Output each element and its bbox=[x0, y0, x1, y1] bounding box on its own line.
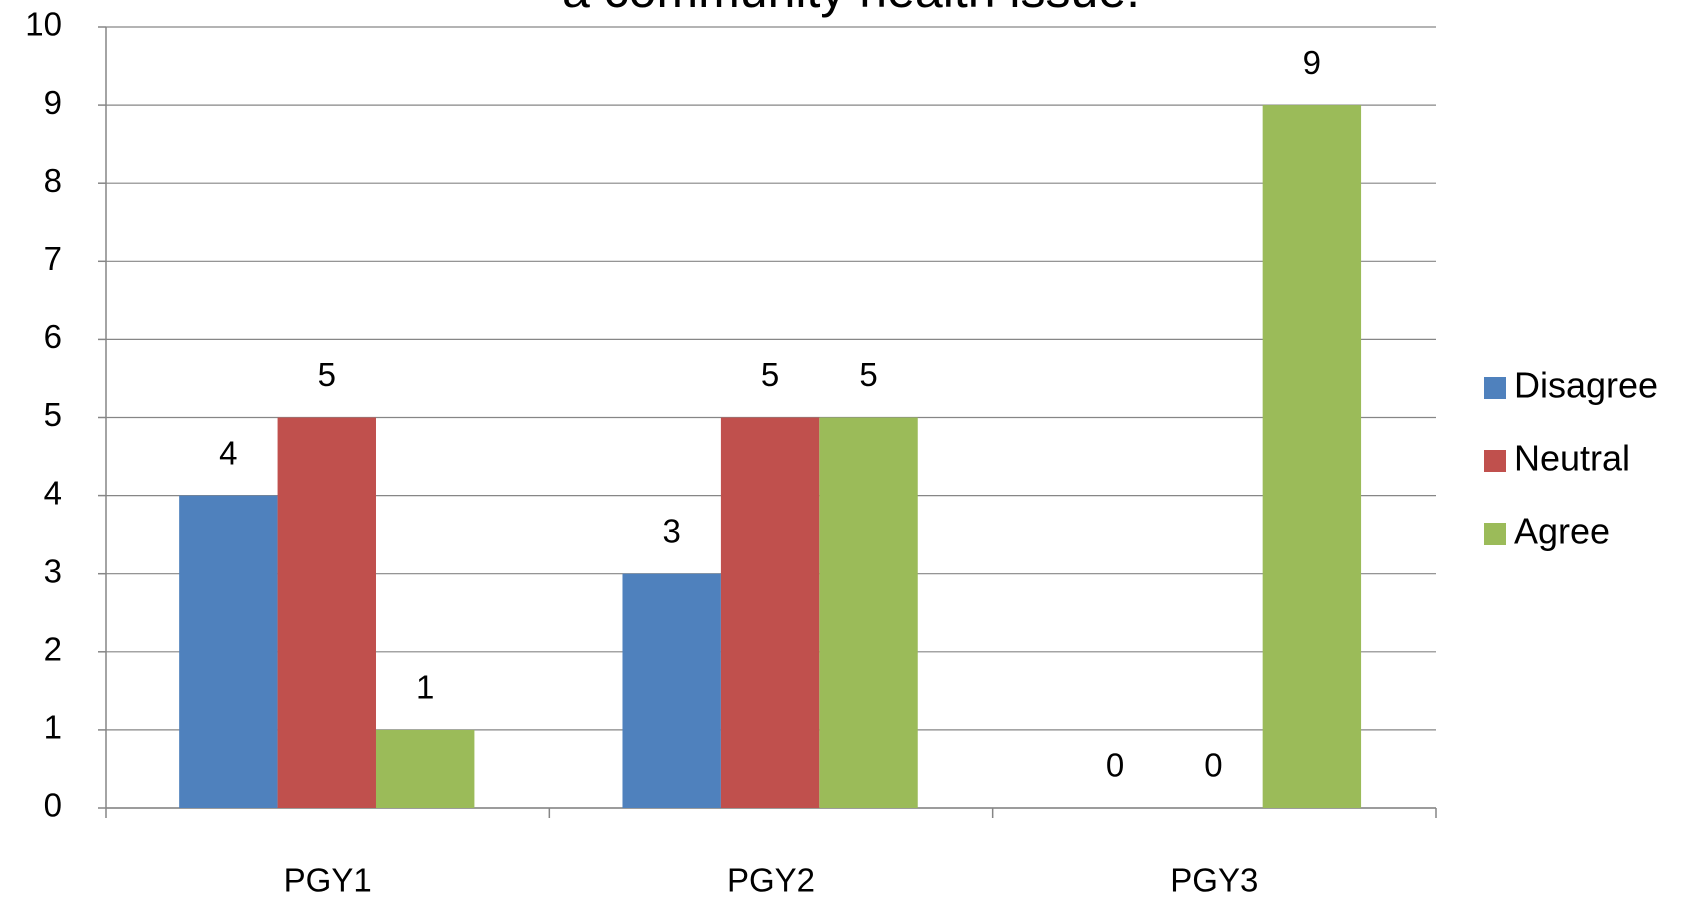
legend-label: Agree bbox=[1514, 511, 1610, 552]
bar bbox=[277, 417, 376, 808]
y-tick-label: 1 bbox=[44, 709, 62, 746]
data-label: 5 bbox=[761, 356, 779, 393]
x-tick-label: PGY2 bbox=[727, 862, 815, 897]
y-tick-label: 6 bbox=[44, 318, 62, 355]
data-label: 4 bbox=[219, 434, 237, 471]
bar bbox=[622, 573, 721, 808]
y-tick-label: 9 bbox=[44, 84, 62, 121]
bar bbox=[819, 417, 918, 808]
bar bbox=[179, 495, 278, 808]
y-tick-label: 5 bbox=[44, 396, 62, 433]
y-tick-label: 0 bbox=[44, 787, 62, 824]
legend-label: Disagree bbox=[1514, 365, 1658, 406]
y-tick-label: 3 bbox=[44, 552, 62, 589]
y-tick-label: 8 bbox=[44, 162, 62, 199]
bar bbox=[375, 729, 475, 808]
data-label: 0 bbox=[1106, 747, 1124, 784]
data-label: 1 bbox=[416, 669, 434, 706]
legend-swatch bbox=[1484, 523, 1506, 545]
chart-title: a community health issue. bbox=[562, 0, 1140, 18]
bar bbox=[720, 417, 820, 808]
bar bbox=[1262, 105, 1362, 809]
data-label: 0 bbox=[1204, 747, 1222, 784]
data-label: 5 bbox=[859, 356, 877, 393]
legend-swatch bbox=[1484, 377, 1506, 399]
y-tick-label: 2 bbox=[44, 631, 62, 668]
data-label: 3 bbox=[663, 512, 681, 549]
data-label: 5 bbox=[318, 356, 336, 393]
legend-label: Neutral bbox=[1514, 438, 1630, 479]
x-tick-label: PGY1 bbox=[284, 862, 372, 897]
y-tick-label: 4 bbox=[44, 474, 62, 511]
x-tick-label: PGY3 bbox=[1170, 862, 1258, 897]
y-tick-label: 10 bbox=[25, 6, 62, 43]
y-tick-label: 7 bbox=[44, 240, 62, 277]
legend-swatch bbox=[1484, 450, 1506, 472]
data-label: 9 bbox=[1303, 44, 1321, 81]
